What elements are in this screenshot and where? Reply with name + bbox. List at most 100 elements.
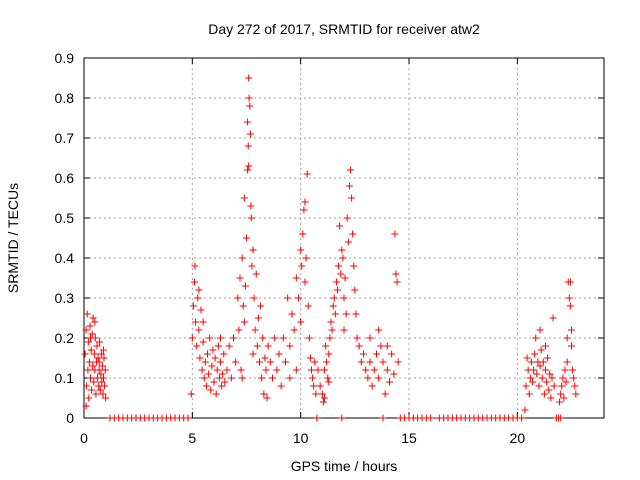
data-point	[223, 366, 231, 374]
data-point	[88, 386, 96, 394]
data-point	[539, 358, 547, 366]
data-point	[538, 374, 546, 382]
data-point	[379, 414, 387, 422]
data-point	[305, 334, 313, 342]
data-point	[338, 246, 346, 254]
data-point	[366, 358, 374, 366]
data-point	[353, 334, 361, 342]
data-point	[234, 294, 242, 302]
data-point	[251, 326, 259, 334]
data-point	[263, 394, 271, 402]
data-point	[88, 330, 96, 338]
data-point	[339, 254, 347, 262]
data-point	[208, 362, 216, 370]
data-point	[383, 366, 391, 374]
data-point	[325, 350, 333, 358]
data-point	[199, 338, 207, 346]
data-point	[322, 342, 330, 350]
data-point	[328, 326, 336, 334]
data-point	[343, 214, 351, 222]
data-point	[327, 318, 335, 326]
data-point	[196, 354, 204, 362]
data-point	[290, 326, 298, 334]
data-point	[537, 346, 545, 354]
data-point	[370, 366, 378, 374]
data-point	[101, 366, 109, 374]
data-point	[246, 102, 254, 110]
data-point	[93, 374, 101, 382]
data-point	[215, 374, 223, 382]
data-point	[321, 394, 328, 402]
data-point	[193, 342, 201, 350]
data-point	[352, 310, 360, 318]
data-point	[247, 214, 255, 222]
data-point	[366, 334, 374, 342]
data-point	[195, 326, 203, 334]
data-point	[350, 262, 358, 270]
data-point	[390, 370, 398, 378]
data-point	[98, 378, 106, 386]
data-point	[292, 366, 300, 374]
data-point	[563, 358, 571, 366]
data-point	[96, 338, 104, 346]
data-point	[253, 342, 261, 350]
data-point	[566, 278, 574, 286]
data-point	[563, 334, 571, 342]
data-point	[211, 354, 219, 362]
data-point	[375, 374, 383, 382]
data-point	[210, 378, 218, 386]
data-point	[391, 230, 399, 238]
data-point	[334, 286, 341, 294]
data-point	[94, 354, 102, 362]
data-point	[97, 350, 105, 358]
data-point	[90, 378, 98, 386]
data-point	[314, 366, 322, 374]
data-point	[312, 390, 320, 398]
data-point	[303, 170, 311, 178]
data-point	[188, 334, 196, 342]
data-point	[535, 382, 543, 390]
data-point	[526, 374, 534, 382]
data-point	[197, 306, 205, 314]
data-point	[301, 278, 309, 286]
y-tick-label: 0.7	[55, 130, 75, 146]
data-point	[547, 394, 555, 402]
data-point	[379, 358, 387, 366]
data-point	[373, 350, 380, 358]
data-point	[249, 350, 257, 358]
data-point	[85, 394, 93, 402]
data-point	[205, 370, 213, 378]
data-point	[244, 118, 252, 126]
data-point	[288, 310, 296, 318]
data-point	[565, 294, 573, 302]
data-point	[540, 390, 548, 398]
data-point	[286, 342, 294, 350]
data-point	[357, 358, 365, 366]
x-tick-label: 0	[80, 430, 88, 446]
data-point	[227, 374, 235, 382]
data-point	[337, 270, 345, 278]
data-point	[95, 358, 103, 366]
data-point	[318, 390, 326, 398]
data-point	[230, 334, 237, 342]
y-tick-label: 0.6	[55, 170, 75, 186]
data-point	[262, 366, 270, 374]
data-point	[324, 374, 332, 382]
data-point	[300, 206, 308, 214]
data-point	[275, 350, 283, 358]
data-point	[84, 338, 92, 346]
data-point	[100, 374, 107, 382]
data-point	[342, 310, 350, 318]
data-point	[89, 314, 97, 322]
data-point	[254, 314, 262, 322]
data-point	[335, 262, 343, 270]
data-point	[245, 162, 253, 170]
data-point	[214, 342, 222, 350]
data-point	[97, 370, 105, 378]
data-point	[518, 414, 526, 422]
data-point	[99, 390, 107, 398]
data-point	[522, 382, 530, 390]
data-point	[240, 318, 248, 326]
data-point	[246, 130, 254, 138]
